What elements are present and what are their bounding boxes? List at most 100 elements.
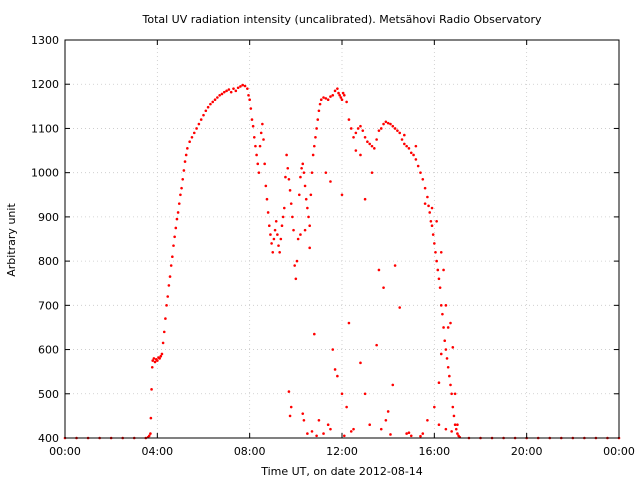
- data-point: [352, 135, 355, 139]
- data-point: [300, 166, 303, 170]
- data-point: [173, 235, 176, 239]
- y-tick-label: 800: [38, 255, 59, 268]
- data-point: [349, 127, 353, 130]
- data-point: [419, 171, 422, 174]
- data-point: [429, 220, 433, 223]
- data-point: [322, 96, 325, 99]
- data-point: [307, 215, 310, 219]
- data-point: [262, 138, 265, 141]
- data-point: [382, 122, 385, 126]
- y-tick-label: 1000: [31, 167, 59, 180]
- y-axis-label: Arbitrary unit: [5, 203, 18, 277]
- data-point: [160, 352, 164, 356]
- data-point: [239, 85, 242, 88]
- data-point: [264, 184, 268, 188]
- data-point: [183, 160, 187, 163]
- data-point: [433, 242, 436, 245]
- data-point: [181, 178, 185, 181]
- data-point: [184, 153, 188, 157]
- data-point: [437, 423, 441, 427]
- data-point: [282, 206, 286, 210]
- data-point: [313, 144, 316, 148]
- data-point: [339, 96, 343, 99]
- y-tick-label: 900: [38, 211, 59, 224]
- data-point: [421, 178, 425, 181]
- data-point: [393, 127, 397, 130]
- data-point: [405, 432, 408, 435]
- data-point: [310, 171, 314, 174]
- data-point: [175, 217, 179, 221]
- data-point: [384, 419, 388, 422]
- data-point: [433, 405, 436, 409]
- data-point: [329, 427, 332, 431]
- data-point: [276, 233, 279, 236]
- data-point: [303, 184, 307, 188]
- data-point: [409, 434, 413, 438]
- data-point: [439, 250, 443, 254]
- data-point: [430, 224, 434, 228]
- data-point: [331, 93, 335, 97]
- data-point: [222, 90, 226, 94]
- data-point: [396, 129, 399, 132]
- data-point: [456, 423, 459, 427]
- data-point: [169, 264, 173, 267]
- data-point: [436, 268, 440, 272]
- data-point: [437, 381, 441, 385]
- y-tick-label: 400: [38, 432, 59, 445]
- data-point: [297, 193, 301, 197]
- x-tick-label: 00:00: [603, 445, 635, 458]
- data-point: [333, 89, 337, 93]
- data-point: [340, 392, 344, 396]
- data-point: [308, 224, 311, 228]
- data-point: [345, 405, 348, 409]
- data-point: [165, 304, 168, 307]
- data-point: [309, 193, 313, 197]
- y-tick-label: 500: [38, 388, 59, 401]
- data-point: [299, 233, 302, 236]
- data-point: [423, 186, 427, 190]
- data-point: [449, 321, 452, 325]
- data-point: [213, 98, 217, 101]
- data-point: [451, 405, 455, 409]
- data-point: [361, 129, 365, 132]
- data-point: [345, 100, 348, 104]
- data-point: [286, 166, 290, 170]
- data-point: [438, 286, 442, 289]
- data-point: [326, 423, 330, 427]
- data-point: [349, 430, 353, 433]
- data-point: [277, 244, 280, 247]
- data-point: [352, 427, 355, 431]
- data-point: [386, 121, 390, 125]
- data-point: [329, 180, 332, 183]
- data-point: [444, 348, 448, 351]
- data-point: [446, 326, 450, 329]
- data-point: [370, 144, 374, 148]
- data-point: [250, 118, 254, 121]
- data-point: [373, 147, 376, 150]
- data-point: [296, 237, 300, 241]
- data-point: [329, 95, 332, 98]
- data-point: [343, 93, 346, 97]
- data-point: [407, 147, 411, 150]
- data-point: [257, 171, 261, 174]
- data-point: [409, 151, 413, 155]
- data-point: [256, 162, 260, 166]
- data-point: [423, 202, 427, 205]
- data-point: [270, 242, 273, 245]
- x-tick-label: 04:00: [141, 445, 173, 458]
- data-point: [336, 87, 339, 90]
- data-point: [448, 374, 451, 378]
- data-point: [190, 135, 194, 139]
- data-point: [435, 259, 438, 263]
- data-point: [179, 193, 182, 197]
- data-point: [164, 317, 167, 320]
- data-point: [284, 175, 287, 179]
- data-point: [273, 228, 277, 232]
- data-point: [347, 321, 351, 325]
- data-point: [451, 346, 455, 349]
- chart-title: Total UV radiation intensity (uncalibrat…: [142, 13, 542, 26]
- data-point: [450, 430, 453, 433]
- data-point: [247, 93, 250, 97]
- data-point: [266, 211, 270, 214]
